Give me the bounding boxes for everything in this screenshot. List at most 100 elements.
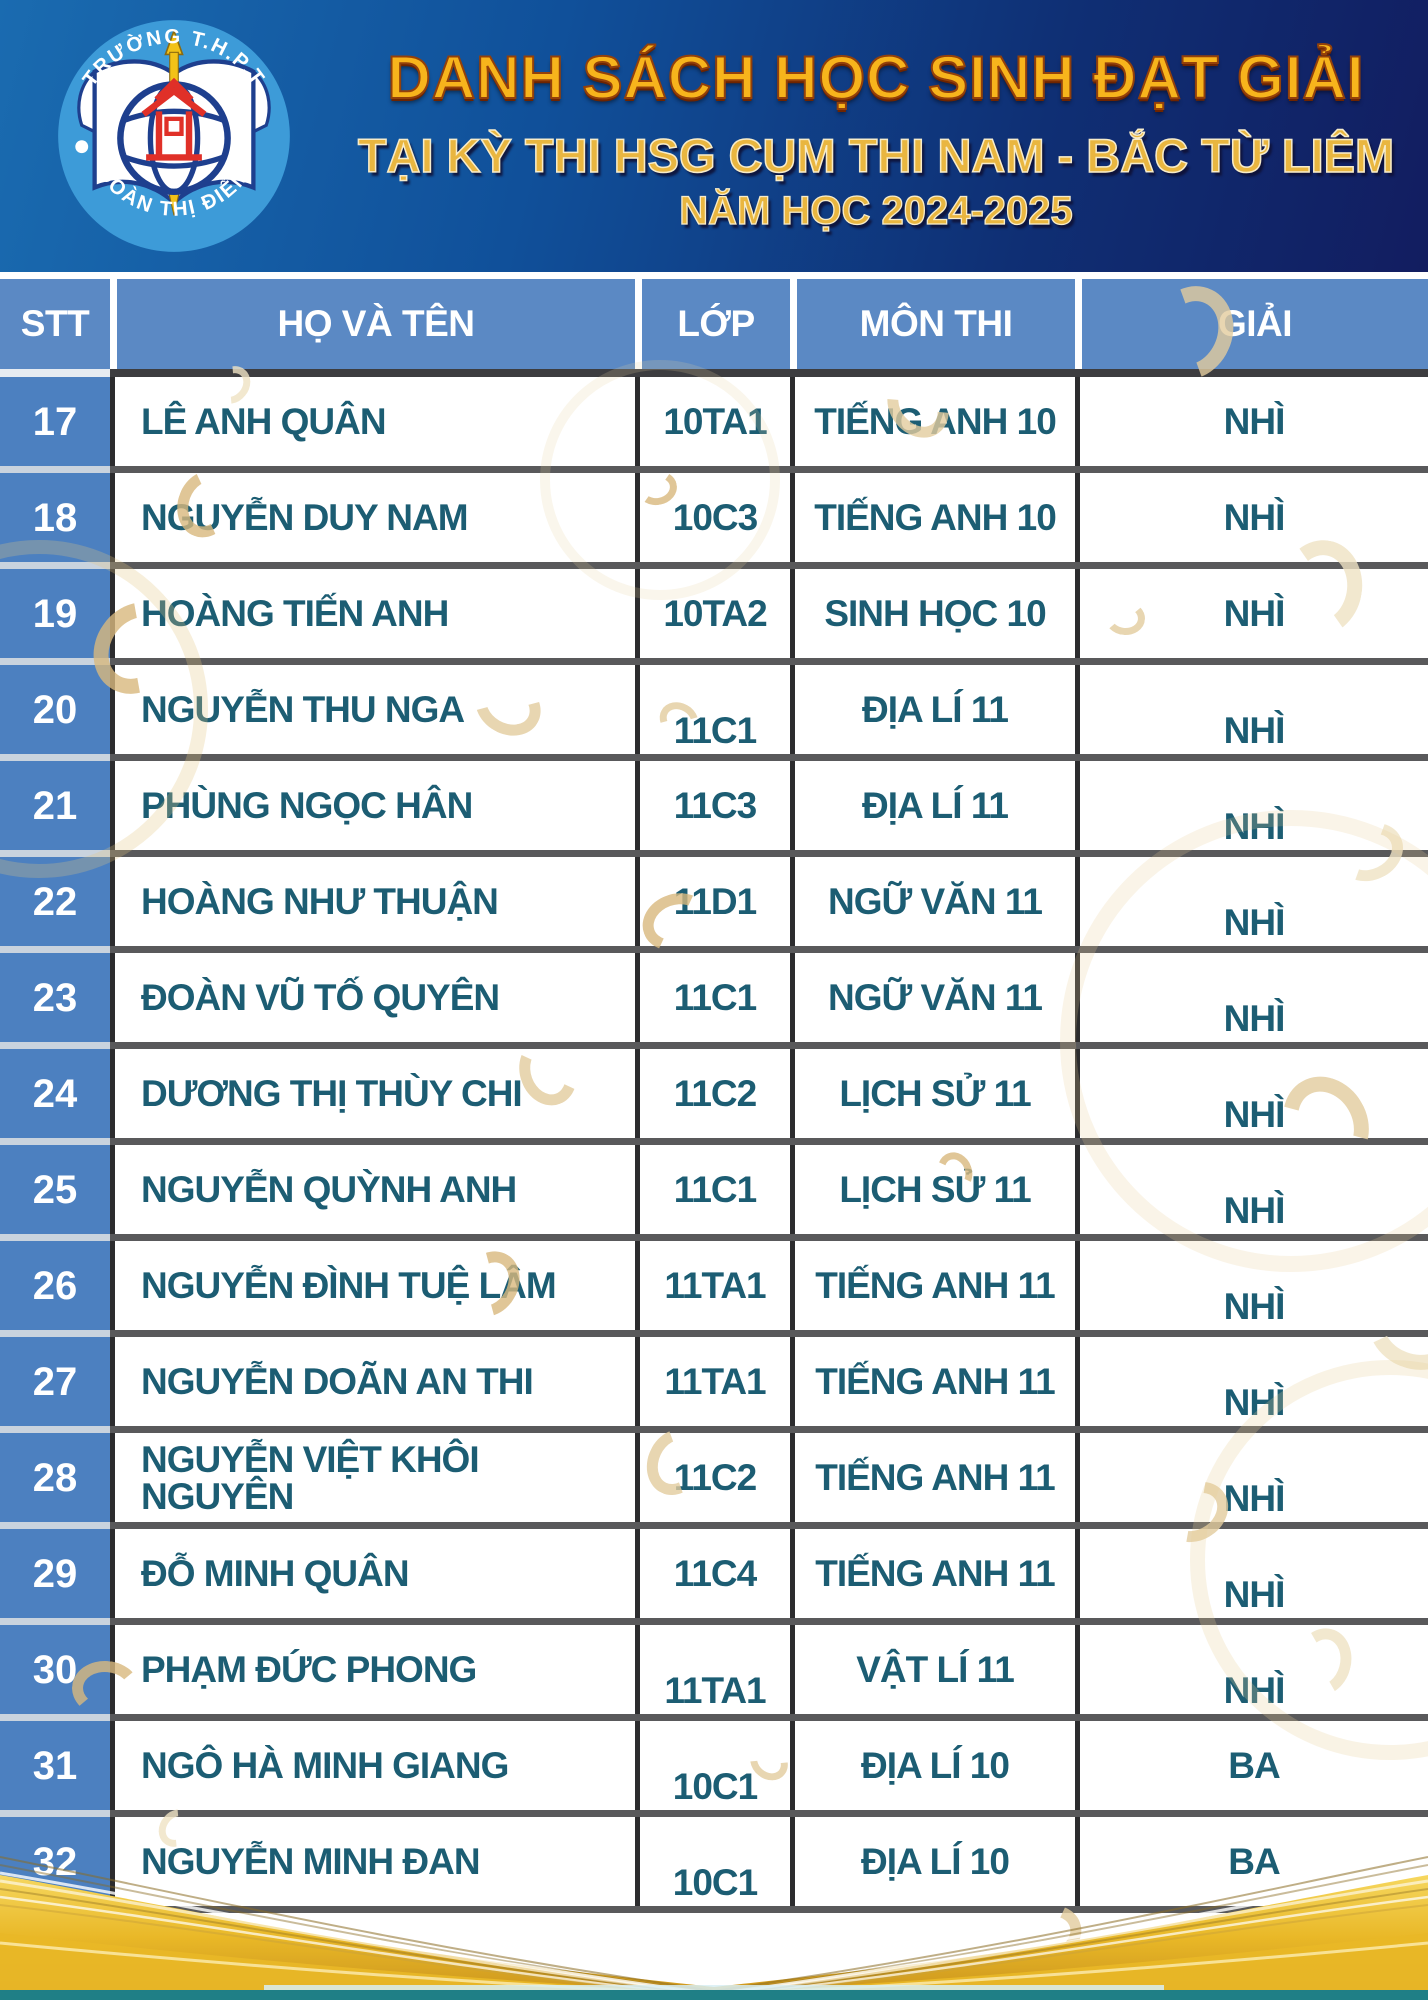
prize-value: NHÌ	[1075, 569, 1428, 658]
student-class: 10C1	[635, 1817, 790, 1906]
row-index: 28	[0, 1433, 110, 1522]
table-row: 20 NGUYỄN THU NGA 11C1 ĐỊA LÍ 11 NHÌ	[0, 665, 1428, 754]
prize-value: NHÌ	[1075, 1145, 1428, 1234]
row-index: 26	[0, 1241, 110, 1330]
table-row: 25 NGUYỄN QUỲNH ANH 11C1 LỊCH SỬ 11 NHÌ	[0, 1145, 1428, 1234]
student-name: PHẠM ĐỨC PHONG	[110, 1625, 635, 1714]
table-row: 24 DƯƠNG THỊ THÙY CHI 11C2 LỊCH SỬ 11 NH…	[0, 1049, 1428, 1138]
results-table-body: 17 LÊ ANH QUÂN 10TA1 TIẾNG ANH 10 NHÌ 18…	[0, 377, 1428, 1913]
row-separator	[0, 946, 1428, 953]
table-row: 28 NGUYỄN VIỆT KHÔI NGUYÊN 11C2 TIẾNG AN…	[0, 1433, 1428, 1522]
exam-subject: NGỮ VĂN 11	[790, 857, 1075, 946]
exam-subject: LỊCH SỬ 11	[790, 1145, 1075, 1234]
exam-subject: TIẾNG ANH 11	[790, 1337, 1075, 1426]
prize-value: BA	[1075, 1817, 1428, 1906]
row-separator	[0, 1810, 1428, 1817]
table-row: 30 PHẠM ĐỨC PHONG 11TA1 VẬT LÍ 11 NHÌ	[0, 1625, 1428, 1714]
student-class: 11C2	[635, 1049, 790, 1138]
row-separator	[0, 850, 1428, 857]
student-name: DƯƠNG THỊ THÙY CHI	[110, 1049, 635, 1138]
column-header-subject: MÔN THI	[790, 279, 1075, 369]
student-name: ĐOÀN VŨ TỐ QUYÊN	[110, 953, 635, 1042]
student-name: NGÔ HÀ MINH GIANG	[110, 1721, 635, 1810]
row-index: 17	[0, 377, 110, 466]
row-separator	[0, 1330, 1428, 1337]
exam-subject: ĐỊA LÍ 10	[790, 1817, 1075, 1906]
exam-subject: SINH HỌC 10	[790, 569, 1075, 658]
student-class: 10TA1	[635, 377, 790, 466]
exam-subject: NGỮ VĂN 11	[790, 953, 1075, 1042]
row-index: 24	[0, 1049, 110, 1138]
prize-value: NHÌ	[1075, 377, 1428, 466]
student-name: NGUYỄN QUỲNH ANH	[110, 1145, 635, 1234]
prize-value: NHÌ	[1075, 1433, 1428, 1522]
student-name: HOÀNG TIẾN ANH	[110, 569, 635, 658]
student-class: 11TA1	[635, 1241, 790, 1330]
column-header-name: HỌ VÀ TÊN	[110, 279, 635, 369]
exam-subject: TIẾNG ANH 10	[790, 473, 1075, 562]
table-row: 32 NGUYỄN MINH ĐAN 10C1 ĐỊA LÍ 10 BA	[0, 1817, 1428, 1906]
row-separator	[0, 754, 1428, 761]
table-row: 21 PHÙNG NGỌC HÂN 11C3 ĐỊA LÍ 11 NHÌ	[0, 761, 1428, 850]
student-class: 11TA1	[635, 1625, 790, 1714]
exam-subject: TIẾNG ANH 11	[790, 1529, 1075, 1618]
table-row: 18 NGUYỄN DUY NAM 10C3 TIẾNG ANH 10 NHÌ	[0, 473, 1428, 562]
column-header-stt: STT	[0, 279, 110, 369]
student-class: 10C1	[635, 1721, 790, 1810]
prize-value: NHÌ	[1075, 665, 1428, 754]
row-separator	[0, 1522, 1428, 1529]
exam-subject: LỊCH SỬ 11	[790, 1049, 1075, 1138]
prize-value: NHÌ	[1075, 1049, 1428, 1138]
row-separator	[0, 1618, 1428, 1625]
exam-subject: TIẾNG ANH 11	[790, 1241, 1075, 1330]
table-row: 17 LÊ ANH QUÂN 10TA1 TIẾNG ANH 10 NHÌ	[0, 377, 1428, 466]
student-name: NGUYỄN DUY NAM	[110, 473, 635, 562]
row-index: 29	[0, 1529, 110, 1618]
page-title: DANH SÁCH HỌC SINH ĐẠT GIẢI	[386, 43, 1365, 111]
prize-value: NHÌ	[1075, 1529, 1428, 1618]
prize-value: NHÌ	[1075, 857, 1428, 946]
row-separator	[0, 1234, 1428, 1241]
student-class: 11C1	[635, 953, 790, 1042]
table-row: 31 NGÔ HÀ MINH GIANG 10C1 ĐỊA LÍ 10 BA	[0, 1721, 1428, 1810]
student-class: 11TA1	[635, 1337, 790, 1426]
school-logo: TRƯỜNG T.H.P.T ĐOÀN THỊ ĐIỂM	[58, 20, 290, 252]
student-name: NGUYỄN THU NGA	[110, 665, 635, 754]
student-name: NGUYỄN DOÃN AN THI	[110, 1337, 635, 1426]
row-separator	[0, 562, 1428, 569]
table-header-row: STT HỌ VÀ TÊN LỚP MÔN THI GIẢI	[0, 279, 1428, 369]
table-row: 19 HOÀNG TIẾN ANH 10TA2 SINH HỌC 10 NHÌ	[0, 569, 1428, 658]
student-name: PHÙNG NGỌC HÂN	[110, 761, 635, 850]
exam-subject: ĐỊA LÍ 11	[790, 665, 1075, 754]
prize-value: NHÌ	[1075, 473, 1428, 562]
student-name: NGUYỄN MINH ĐAN	[110, 1817, 635, 1906]
globe-icon	[117, 81, 231, 195]
student-class: 11C4	[635, 1529, 790, 1618]
khue-van-cac-icon	[141, 77, 207, 161]
student-name: NGUYỄN VIỆT KHÔI NGUYÊN	[110, 1433, 635, 1522]
row-index: 27	[0, 1337, 110, 1426]
banner: TRƯỜNG T.H.P.T ĐOÀN THỊ ĐIỂM DANH SÁCH H…	[0, 0, 1428, 272]
row-separator	[0, 1042, 1428, 1049]
table-row: 22 HOÀNG NHƯ THUẬN 11D1 NGỮ VĂN 11 NHÌ	[0, 857, 1428, 946]
prize-value: NHÌ	[1075, 953, 1428, 1042]
row-separator	[0, 1138, 1428, 1145]
exam-subject: TIẾNG ANH 11	[790, 1433, 1075, 1522]
table-row: 26 NGUYỄN ĐÌNH TUỆ LÂM 11TA1 TIẾNG ANH 1…	[0, 1241, 1428, 1330]
student-name: ĐỖ MINH QUÂN	[110, 1529, 635, 1618]
row-separator	[0, 1714, 1428, 1721]
row-index: 23	[0, 953, 110, 1042]
exam-subject: ĐỊA LÍ 11	[790, 761, 1075, 850]
table-row: 29 ĐỖ MINH QUÂN 11C4 TIẾNG ANH 11 NHÌ	[0, 1529, 1428, 1618]
student-class: 11C3	[635, 761, 790, 850]
row-separator	[0, 466, 1428, 473]
row-index: 32	[0, 1817, 110, 1906]
row-separator	[0, 658, 1428, 665]
student-class: 11D1	[635, 857, 790, 946]
exam-subject: VẬT LÍ 11	[790, 1625, 1075, 1714]
prize-value: NHÌ	[1075, 761, 1428, 850]
logo-dot	[75, 140, 89, 154]
student-class: 11C1	[635, 665, 790, 754]
prize-value: BA	[1075, 1721, 1428, 1810]
